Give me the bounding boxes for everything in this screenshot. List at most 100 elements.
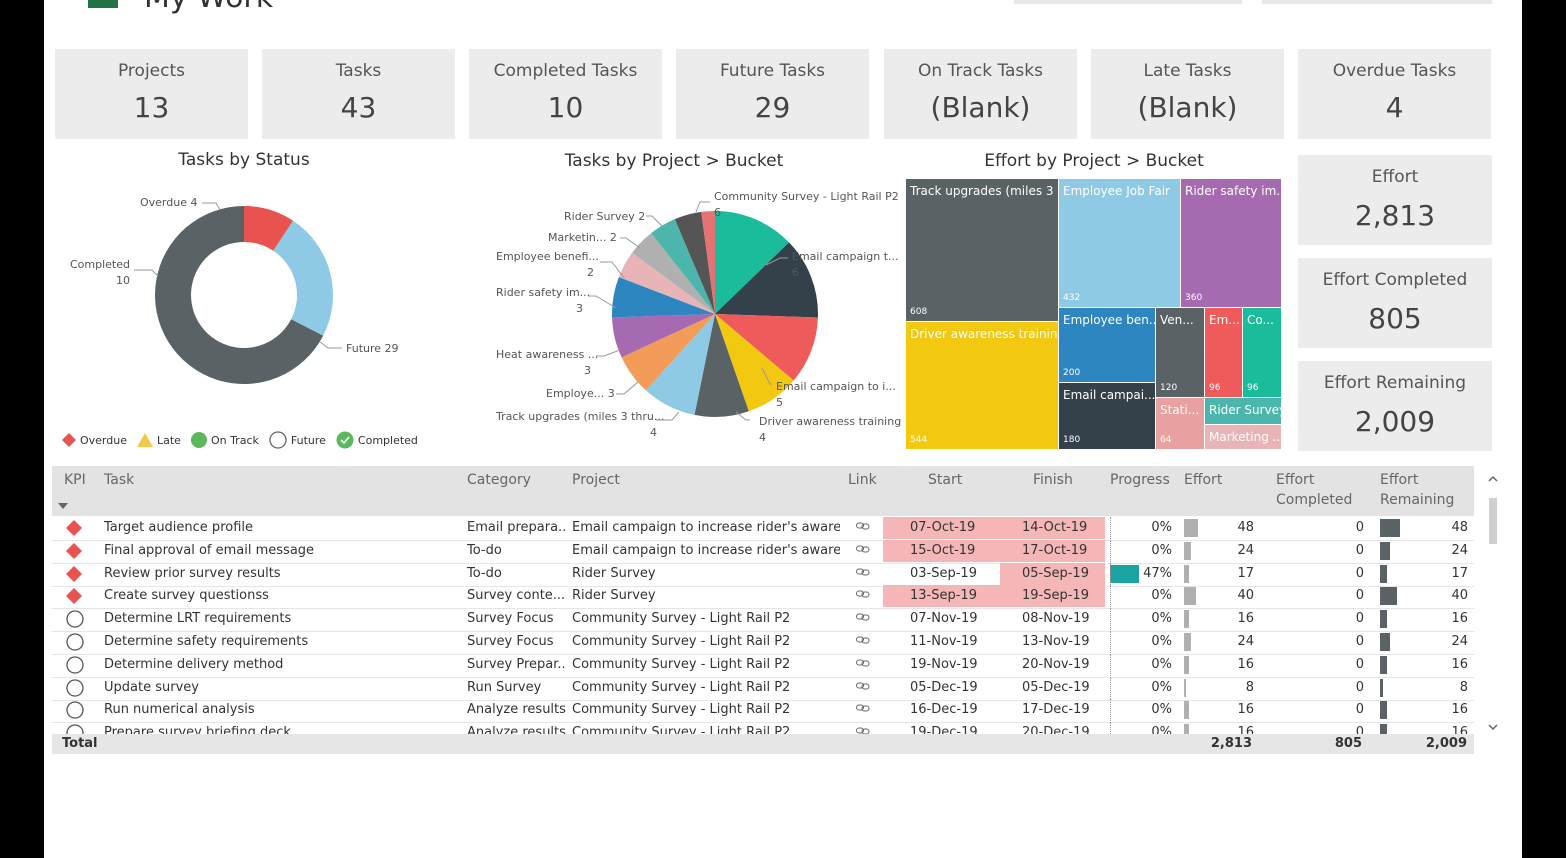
task-name: Review prior survey results (104, 565, 281, 581)
start-date: 05-Dec-19 (910, 679, 978, 695)
column-header-task[interactable]: Task (104, 472, 135, 488)
column-header-category[interactable]: Category (467, 472, 531, 488)
table-row[interactable]: Final approval of email message To-do Emai… (52, 539, 1474, 564)
link-icon[interactable] (856, 681, 870, 691)
pie-slice[interactable] (701, 211, 715, 314)
pie-slice[interactable] (645, 314, 715, 415)
legend-item[interactable]: Overdue (62, 433, 127, 447)
column-header-link[interactable]: Link (848, 472, 877, 488)
pie-slice[interactable] (694, 314, 749, 417)
finish-cell (1000, 562, 1105, 585)
progress-value: 0% (1151, 542, 1172, 558)
link-icon[interactable] (856, 658, 870, 668)
column-header-progress[interactable]: Progress (1110, 472, 1170, 488)
pie-slice[interactable] (612, 276, 715, 318)
table-scrollbar[interactable] (1488, 470, 1498, 740)
effort-bar (1184, 633, 1191, 651)
tile-label: Co... (1247, 313, 1274, 327)
effort-remaining-value: 24 (1451, 634, 1468, 649)
legend-item[interactable]: Future (269, 431, 326, 449)
table-row[interactable]: Run numerical analysis Analyze results Com… (52, 699, 1474, 724)
column-header-start[interactable]: Start (928, 472, 963, 488)
slicer-field[interactable] (1014, 0, 1242, 4)
treemap-tile[interactable]: Track upgrades (miles 3 ... 608 (906, 179, 1059, 322)
pie-slice[interactable] (621, 314, 715, 391)
link-icon[interactable] (856, 635, 870, 645)
pie-slice[interactable] (632, 233, 715, 314)
treemap-tile[interactable]: Employee Job Fair 432 (1059, 179, 1181, 308)
task-name: Run numerical analysis (104, 702, 255, 718)
link-icon[interactable] (856, 521, 870, 531)
scroll-thumb[interactable] (1489, 498, 1497, 544)
pie-slice[interactable] (674, 211, 715, 314)
table-row[interactable]: Review prior survey results To-do Rider Su… (52, 562, 1474, 587)
slice-label: Rider Survey 2 (564, 210, 645, 223)
pie-slice[interactable] (651, 219, 715, 314)
link-icon[interactable] (856, 589, 870, 599)
column-header-effort-remaining[interactable]: Effort Remaining (1380, 472, 1455, 508)
treemap-tile[interactable]: Em... 96 (1205, 308, 1243, 398)
column-header-finish[interactable]: Finish (1033, 472, 1073, 488)
effort-remaining-bar (1380, 678, 1383, 697)
task-project: Rider Survey (572, 588, 656, 604)
link-icon[interactable] (856, 703, 870, 713)
column-header-effort-completed[interactable]: Effort Completed (1276, 472, 1353, 508)
start-date: 11-Nov-19 (910, 634, 978, 649)
treemap-tile[interactable]: Rider Survey (1205, 398, 1282, 425)
link-icon[interactable] (856, 612, 870, 622)
progress-divider (1110, 699, 1111, 722)
slice-label: Email campaign to i... (776, 380, 896, 393)
pie-slice[interactable] (715, 314, 818, 381)
treemap-tile[interactable]: Stati... 64 (1156, 398, 1205, 450)
donut-slice-future[interactable] (155, 206, 324, 384)
treemap-tile[interactable]: Marketing ... (1205, 425, 1282, 450)
kpi-label: Future Tasks (719, 61, 826, 81)
donut-slice-overdue[interactable] (244, 206, 294, 251)
legend-item[interactable]: On Track (190, 432, 259, 448)
chart-title-tasks-by-project: Tasks by Project > Bucket (564, 151, 784, 171)
legend-item[interactable]: Completed (336, 431, 418, 449)
sort-down-icon[interactable] (58, 503, 68, 509)
table-row[interactable]: Determine delivery method Survey Prepar..… (52, 653, 1474, 678)
pie-slice[interactable] (715, 211, 790, 314)
treemap-tile[interactable]: Co... 96 (1243, 308, 1282, 398)
legend-item[interactable]: Late (137, 433, 181, 447)
table-row[interactable]: Target audience profile Email prepara... E… (52, 517, 1474, 541)
finish-date: 13-Nov-19 (1022, 634, 1090, 649)
pie-slice[interactable] (612, 314, 715, 358)
task-name: Final approval of email message (104, 542, 315, 558)
column-header-kpi[interactable]: KPI (64, 472, 86, 488)
effort-bar (1184, 564, 1189, 583)
legend-label: Late (157, 433, 181, 447)
table-row[interactable]: Determine LRT requirements Survey Focus Co… (52, 608, 1474, 633)
pie-slice[interactable] (715, 314, 794, 412)
treemap-tile[interactable]: Employee ben... 200 (1059, 308, 1156, 383)
table-row[interactable]: Update survey Run Survey Community Survey … (52, 676, 1474, 701)
leader-line (646, 215, 663, 227)
treemap-tile[interactable]: Email campai... 180 (1059, 383, 1156, 450)
tile-value: 200 (1063, 368, 1081, 378)
pie-slice[interactable] (618, 252, 715, 314)
treemap-tile[interactable]: Ven... 120 (1156, 308, 1205, 398)
column-header-project[interactable]: Project (572, 472, 620, 488)
treemap-tile[interactable]: Driver awareness trainin... 544 (906, 322, 1059, 450)
tile-value: 64 (1160, 435, 1172, 445)
task-project: Community Survey - Light Rail P2 (572, 634, 791, 649)
legend-label: Overdue (80, 433, 127, 447)
slice-label: Overdue 4 (140, 196, 197, 209)
scroll-up-icon[interactable] (1488, 474, 1498, 484)
donut-slice-completed[interactable] (273, 220, 333, 336)
treemap-tile[interactable]: Rider safety im... 360 (1181, 179, 1282, 308)
finish-date: 05-Dec-19 (1022, 679, 1090, 695)
card-label: Effort Remaining (1323, 373, 1467, 393)
table-row[interactable]: Create survey questionss Survey conte... R… (52, 585, 1474, 610)
pie-slice[interactable] (715, 242, 818, 318)
link-icon[interactable] (856, 567, 870, 577)
column-header-effort[interactable]: Effort (1184, 472, 1223, 488)
link-icon[interactable] (856, 544, 870, 554)
slicer-field[interactable] (1262, 0, 1492, 4)
table-row[interactable]: Determine safety requirements Survey Focu… (52, 631, 1474, 655)
scroll-down-icon[interactable] (1488, 722, 1498, 732)
kpi-value: 29 (754, 91, 791, 124)
leader-line (588, 295, 617, 309)
